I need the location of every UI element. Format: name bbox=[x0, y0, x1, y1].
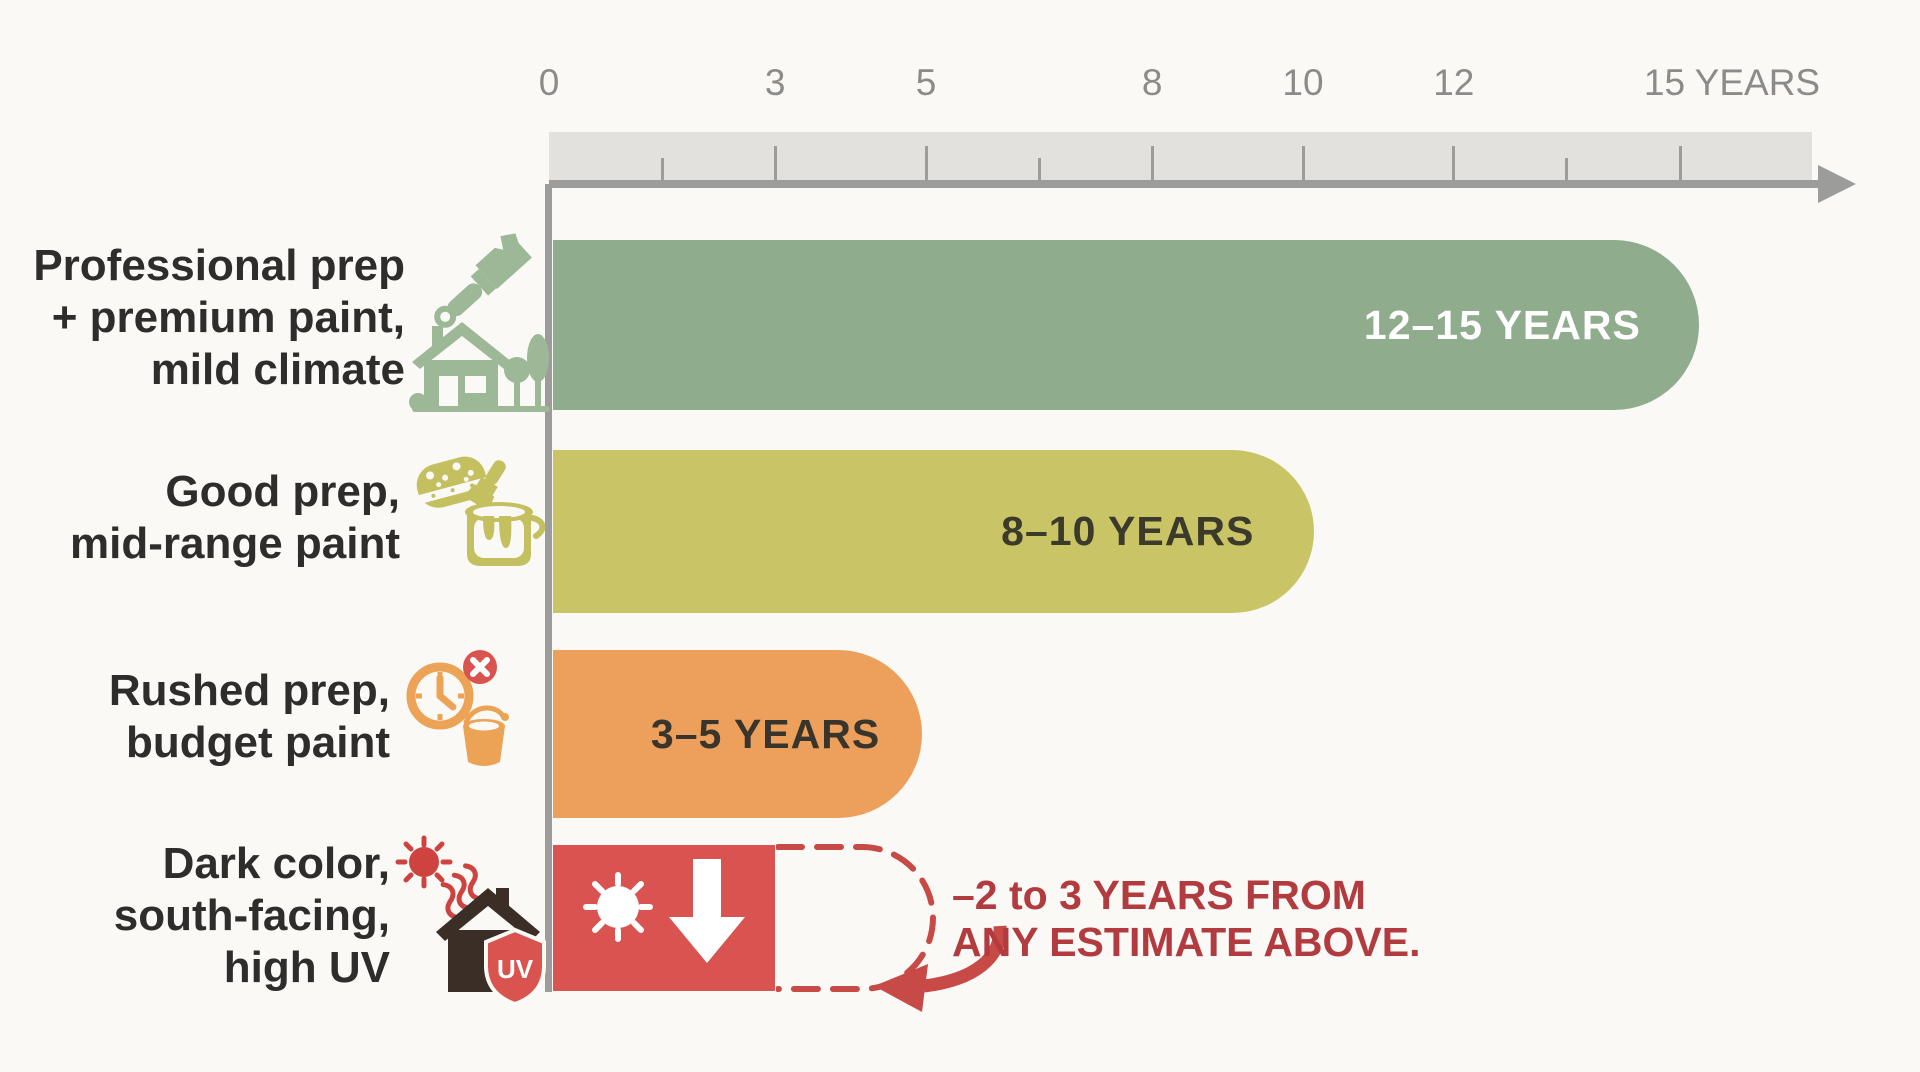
bar-professional: 12–15 YEARS bbox=[553, 240, 1699, 410]
label-line: Good prep, bbox=[165, 467, 400, 516]
bar-value-label: 12–15 YEARS bbox=[1363, 301, 1641, 348]
axis-ruler-band bbox=[549, 132, 1812, 180]
bar-value-label: 3–5 YEARS bbox=[650, 710, 881, 757]
axis-tick-label: 10 bbox=[1282, 62, 1324, 103]
annotation-line: –2 to 3 YEARS FROM bbox=[952, 872, 1366, 918]
axis-tick-label: 15 YEARS bbox=[1643, 62, 1821, 103]
axis-tick-mark bbox=[1037, 158, 1041, 188]
row2-icons bbox=[416, 456, 546, 566]
label-line: mid-range paint bbox=[69, 519, 400, 568]
axis-tick-label: 8 bbox=[1141, 62, 1163, 103]
heat-waves-icon bbox=[440, 863, 483, 920]
axis-tick-label: 0 bbox=[538, 62, 560, 103]
down-arrow-icon bbox=[669, 859, 745, 963]
sun-icon bbox=[583, 872, 653, 942]
annotation-line: ANY ESTIMATE ABOVE. bbox=[952, 919, 1421, 965]
paintbrush-icon bbox=[434, 233, 532, 328]
sun-icon bbox=[395, 835, 453, 889]
penalty-annotation: –2 to 3 YEARS FROM ANY ESTIMATE ABOVE. bbox=[952, 872, 1421, 966]
svg-text:UV: UV bbox=[497, 954, 534, 984]
axis-tick-mark bbox=[924, 146, 928, 188]
row4-icons: UV bbox=[395, 835, 546, 1007]
label-line: south-facing, bbox=[113, 891, 390, 940]
chart-vertical-axis bbox=[545, 184, 552, 992]
clock-x-icon bbox=[406, 650, 497, 730]
axis-tick-mark bbox=[1678, 146, 1682, 188]
row1-icons bbox=[409, 233, 550, 412]
label-line: high UV bbox=[223, 943, 390, 992]
row-label-rushed-prep: Rushed prep, budget paint bbox=[0, 665, 390, 769]
axis-baseline bbox=[549, 180, 1821, 188]
house-trees-icon bbox=[409, 322, 550, 412]
label-line: Dark color, bbox=[162, 839, 390, 888]
axis-tick-mark bbox=[773, 146, 777, 188]
bar-value-label: 8–10 YEARS bbox=[1001, 508, 1255, 554]
axis-tick-label: 12 bbox=[1433, 62, 1475, 103]
axis-tick-mark bbox=[1565, 158, 1569, 188]
bar-glyphs bbox=[583, 859, 745, 963]
axis-tick-label: 3 bbox=[764, 62, 786, 103]
axis-tick-mark bbox=[1452, 146, 1456, 188]
axis-tick-label: 5 bbox=[915, 62, 937, 103]
bar-rushed-prep: 3–5 YEARS bbox=[553, 650, 923, 818]
curved-arrow-icon bbox=[874, 925, 1007, 1012]
label-line: mild climate bbox=[150, 345, 405, 394]
row-label-dark-color: Dark color, south-facing, high UV bbox=[0, 838, 390, 994]
row-label-good-prep: Good prep, mid-range paint bbox=[0, 466, 400, 570]
axis-tick-mark bbox=[1150, 146, 1154, 188]
axis-arrow-icon bbox=[1818, 165, 1856, 203]
bar-dark-color bbox=[553, 845, 776, 991]
row-label-professional: Professional prep + premium paint, mild … bbox=[5, 240, 405, 396]
paint-can-brush-icon bbox=[463, 460, 546, 566]
label-line: budget paint bbox=[126, 718, 390, 767]
axis-tick-mark bbox=[1301, 146, 1305, 188]
axis-tick-mark bbox=[660, 158, 664, 188]
label-line: Rushed prep, bbox=[108, 666, 390, 715]
label-line: + premium paint, bbox=[51, 293, 405, 342]
label-line: Professional prep bbox=[33, 241, 405, 290]
uv-shield-icon: UV bbox=[484, 927, 546, 1007]
bar-good-prep: 8–10 YEARS bbox=[553, 450, 1315, 613]
bucket-icon bbox=[463, 705, 509, 766]
row3-icons bbox=[406, 650, 509, 766]
